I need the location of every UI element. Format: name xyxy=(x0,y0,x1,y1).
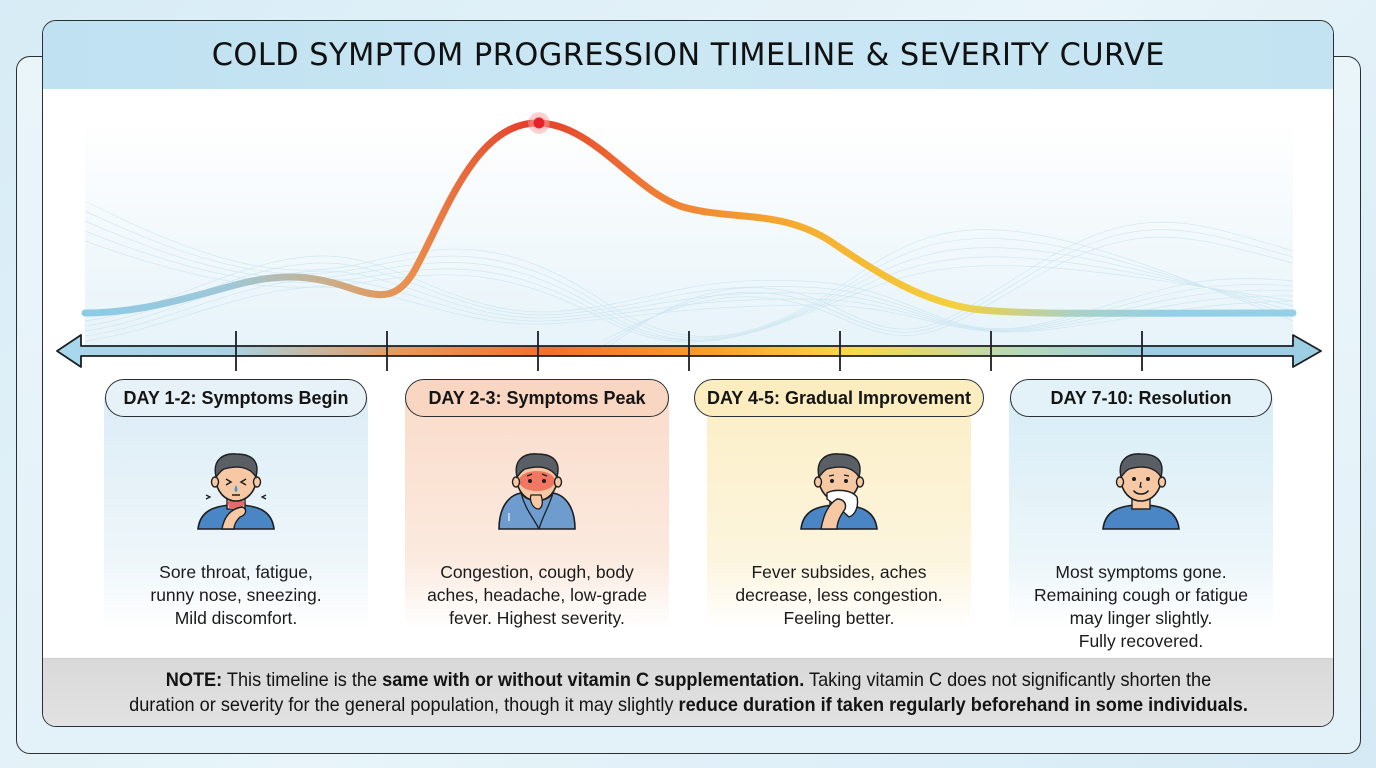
title-bar: COLD SYMPTOM PROGRESSION TIMELINE & SEVE… xyxy=(43,21,1333,89)
severity-curve xyxy=(81,119,1297,317)
phase-description: Congestion, cough, body aches, headache,… xyxy=(427,562,647,628)
timeline-ticks xyxy=(235,331,1143,371)
phase-description: Fever subsides, aches decrease, less con… xyxy=(735,562,943,628)
tissue-person-icon xyxy=(797,451,881,531)
note-label: NOTE: xyxy=(165,668,222,691)
smiling-person-icon xyxy=(1099,451,1183,531)
phase-day-2-3: DAY 2-3: Symptoms Peak Congestion, cough… xyxy=(405,379,669,629)
phase-label: DAY 1-2: Symptoms Begin xyxy=(105,379,367,417)
phase-day-4-5: DAY 4-5: Gradual Improvement Fever subsi… xyxy=(694,379,984,629)
phase-description: Sore throat, fatigue, runny nose, sneezi… xyxy=(150,562,322,628)
severity-chart xyxy=(56,112,1322,371)
decorative-waves xyxy=(84,200,1294,352)
sore-throat-person-icon xyxy=(194,451,278,531)
vitamin-c-note: NOTE: This timeline is the same with or … xyxy=(43,658,1333,726)
phase-label: DAY 7-10: Resolution xyxy=(1010,379,1272,417)
phase-label: DAY 4-5: Gradual Improvement xyxy=(694,379,984,417)
phase-day-7-10: DAY 7-10: Resolution Most symptoms gone.… xyxy=(1009,379,1273,651)
peak-marker xyxy=(533,117,545,129)
phase-day-1-2: DAY 1-2: Symptoms Begin Sore throat, fat… xyxy=(104,379,368,629)
page-title: COLD SYMPTOM PROGRESSION TIMELINE & SEVE… xyxy=(211,37,1165,73)
feverish-blanket-person-icon xyxy=(495,451,579,531)
infographic-card: COLD SYMPTOM PROGRESSION TIMELINE & SEVE… xyxy=(42,20,1334,727)
phase-description: Most symptoms gone. Remaining cough or f… xyxy=(1033,562,1249,651)
phase-label: DAY 2-3: Symptoms Peak xyxy=(405,379,669,417)
